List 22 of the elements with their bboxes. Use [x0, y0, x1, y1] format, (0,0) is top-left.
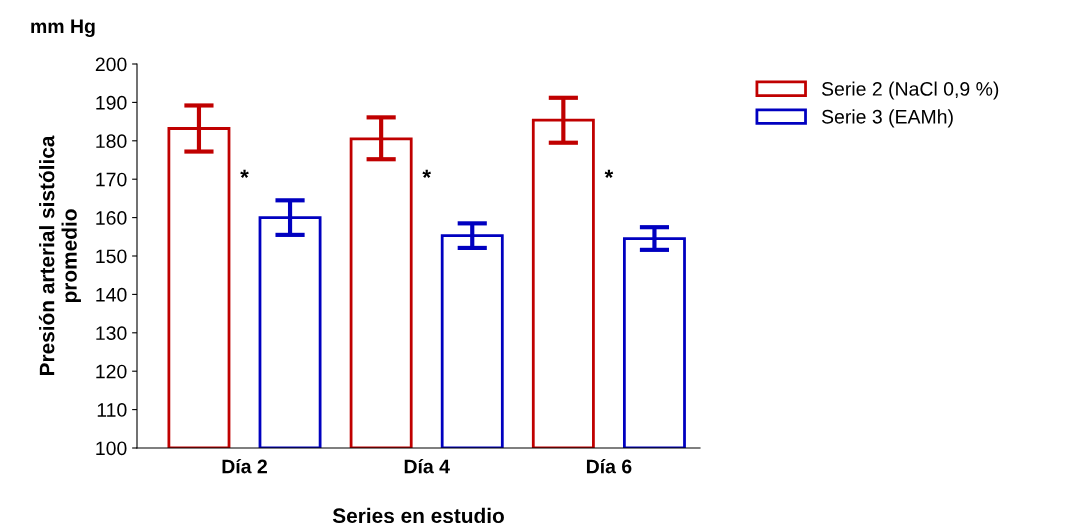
annotation: * [422, 169, 431, 178]
x-tick-label: Día 4 [404, 458, 450, 474]
legend-label: Serie 3 (EAMh) [821, 109, 953, 128]
y-tick-label: 180 [96, 134, 127, 149]
annotation: * [240, 169, 249, 178]
y-tick-label: 140 [96, 287, 127, 302]
x-tick-label: Día 2 [222, 458, 267, 474]
y-tick-label: 170 [96, 172, 127, 187]
y-tick-label: 160 [96, 211, 127, 225]
text: mm Hg [31, 19, 95, 38]
legend-label: Serie 2 (NaCl 0,9 %) [821, 81, 999, 100]
annotation: * [604, 169, 614, 178]
y-tick-label: 190 [96, 95, 127, 110]
y-tick-label: 130 [96, 326, 127, 341]
y-tick-label: 150 [96, 249, 127, 264]
x-tick-label: Día 6 [586, 458, 632, 474]
x-axis-title: Series en estudio [332, 507, 504, 524]
y-tick-label: 200 [95, 57, 127, 72]
y-tick-label: 120 [96, 364, 127, 379]
y-axis-title: Presión arterial sistólica promedio [38, 135, 81, 376]
y-tick-label: 100 [96, 441, 127, 456]
y-tick-label: 110 [97, 403, 127, 417]
